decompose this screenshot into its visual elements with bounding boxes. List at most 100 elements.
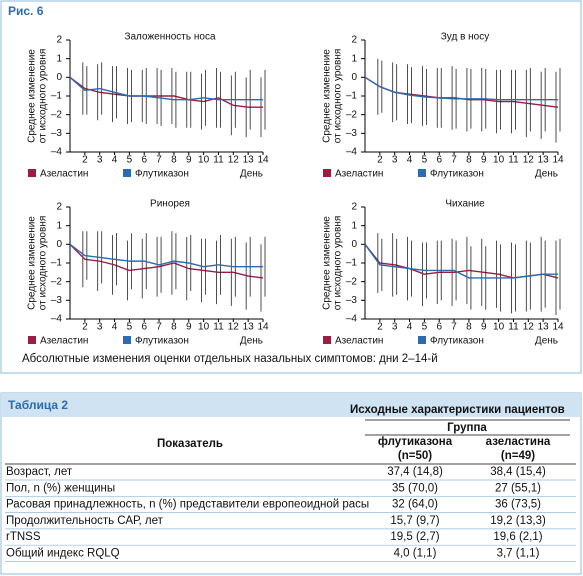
x-tick-label: 10 [493, 155, 505, 166]
x-tick-label: 9 [481, 155, 487, 166]
chart: Ринорея Среднее изменение от исходного уро… [27, 199, 269, 347]
x-tick-label: 2 [82, 155, 88, 166]
cell-value: 19,6 (2,1) [493, 531, 542, 543]
y-tick-label: 0 [351, 72, 357, 83]
y-axis-label: Среднее изменение [27, 49, 38, 143]
x-tick-label: 11 [213, 322, 224, 333]
y-tick-label: 2 [56, 35, 62, 46]
y-axis-label: от исходного уровня [333, 49, 344, 143]
x-tick-label: 13 [538, 155, 550, 166]
x-tick-label: 7 [451, 322, 457, 333]
figure-frame [0, 0, 582, 374]
x-axis-label: День [535, 169, 558, 180]
legend-label: Флутиказон [135, 336, 189, 347]
x-tick-label: 12 [228, 322, 240, 333]
y-tick-label: –2 [346, 109, 358, 120]
x-tick-label: 3 [392, 155, 398, 166]
y-tick-label: –2 [346, 276, 358, 287]
column-header: (n=49) [501, 450, 535, 462]
y-tick-label: 0 [56, 239, 62, 250]
x-tick-label: 6 [436, 322, 442, 333]
y-axis-label: от исходного уровня [333, 216, 344, 310]
x-tick-label: 12 [523, 155, 535, 166]
y-axis-label: от исходного уровня [38, 49, 49, 143]
x-tick-label: 14 [257, 322, 269, 333]
x-tick-label: 4 [407, 322, 413, 333]
x-axis-label: День [535, 336, 558, 347]
cell-value: 36 (73,5) [495, 499, 541, 511]
x-tick-label: 3 [97, 155, 103, 166]
x-tick-label: 14 [552, 322, 564, 333]
cell-value: 37,4 (14,8) [387, 466, 443, 478]
x-tick-label: 3 [97, 322, 103, 333]
y-tick-label: –1 [51, 91, 63, 102]
figure-caption: Абсолютные изменения оценки отдельных на… [22, 353, 438, 365]
legend-swatch [418, 169, 426, 177]
x-tick-label: 12 [523, 322, 535, 333]
x-tick-label: 3 [392, 322, 398, 333]
x-tick-label: 11 [508, 155, 519, 166]
chart: Чихание Среднее изменение от исходного уро… [322, 199, 564, 347]
table-frame [0, 392, 582, 575]
series-line [69, 76, 263, 108]
x-tick-label: 8 [466, 155, 472, 166]
legend-swatch [418, 336, 426, 344]
x-tick-label: 11 [213, 155, 224, 166]
x-axis-label: День [240, 169, 263, 180]
group-header: Группа [447, 422, 487, 434]
x-tick-label: 4 [112, 155, 118, 166]
legend-label: Флутиказон [135, 169, 189, 180]
chart-title: Заложенность носа [124, 32, 216, 43]
x-tick-label: 13 [538, 322, 550, 333]
x-tick-label: 2 [377, 322, 383, 333]
x-tick-label: 12 [228, 155, 240, 166]
column-header: флутиказона [378, 436, 453, 448]
series-line [364, 243, 558, 279]
x-tick-label: 9 [186, 155, 192, 166]
x-tick-label: 8 [466, 322, 472, 333]
x-tick-label: 2 [377, 155, 383, 166]
y-tick-label: –4 [346, 147, 358, 158]
y-tick-label: 2 [351, 202, 357, 213]
x-tick-label: 9 [481, 322, 487, 333]
cell-value: 38,4 (15,4) [490, 466, 546, 478]
x-tick-label: 7 [451, 155, 457, 166]
row-label: rTNSS [6, 531, 41, 543]
chart-title: Ринорея [150, 199, 190, 210]
cell-value: 3,7 (1,1) [497, 548, 540, 560]
table-header-band [1, 393, 581, 417]
cell-value: 19,5 (2,7) [390, 531, 439, 543]
y-tick-label: 0 [351, 239, 357, 250]
x-tick-label: 6 [141, 155, 147, 166]
legend-swatch [28, 169, 36, 177]
chart: Зуд в носу Среднее изменение от исходного … [322, 32, 564, 180]
row-label: Общий индекс RQLQ [6, 548, 120, 560]
x-tick-label: 5 [127, 322, 133, 333]
chart: Заложенность носа Среднее изменение от исх… [27, 32, 269, 180]
x-tick-label: 7 [156, 322, 162, 333]
x-tick-label: 10 [493, 322, 505, 333]
legend-swatch [28, 336, 36, 344]
x-tick-label: 9 [186, 322, 192, 333]
row-label: Пол, n (%) женщины [6, 482, 115, 494]
x-tick-label: 14 [552, 155, 564, 166]
column-header: азеластина [486, 436, 551, 448]
column-header: (n=50) [398, 450, 432, 462]
y-tick-label: –1 [51, 258, 63, 269]
y-axis-label: Среднее изменение [27, 216, 38, 310]
x-tick-label: 5 [127, 155, 133, 166]
cell-value: 32 (64,0) [392, 499, 438, 511]
legend-label: Азеластин [40, 169, 88, 180]
legend-label: Флутиказон [430, 169, 484, 180]
y-tick-label: –4 [51, 314, 63, 325]
y-axis-label: Среднее изменение [322, 49, 333, 143]
y-tick-label: 0 [56, 72, 62, 83]
series-line [69, 76, 263, 101]
legend-swatch [123, 169, 131, 177]
y-tick-label: –2 [51, 109, 63, 120]
cell-value: 35 (70,0) [392, 482, 438, 494]
x-tick-label: 11 [508, 322, 519, 333]
y-tick-label: –1 [346, 91, 358, 102]
cell-value: 15,7 (9,7) [390, 515, 439, 527]
y-axis-label: Среднее изменение [322, 216, 333, 310]
